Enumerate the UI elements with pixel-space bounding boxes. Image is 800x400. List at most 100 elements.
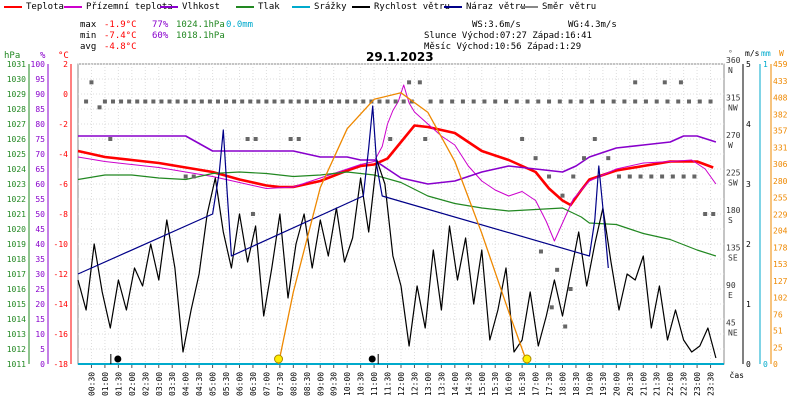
wind-direction-point: [697, 99, 702, 104]
wind-tick-label: 5: [746, 60, 751, 69]
wind-direction-point: [557, 99, 562, 104]
wind-direction-point: [676, 99, 681, 104]
wind-direction-point: [388, 137, 393, 141]
x-tick-label: 09:30: [330, 372, 339, 396]
moonset-marker: [114, 355, 122, 363]
humidity-tick-label: 80: [35, 120, 45, 129]
pressure-tick-label: 1030: [7, 75, 26, 84]
temperature-tick-label: -10: [54, 240, 69, 249]
pressure-tick-label: 1023: [7, 180, 26, 189]
x-tick-label: 10:00: [343, 372, 352, 396]
legend-label: Tlak: [258, 2, 280, 12]
wind-direction-point: [568, 287, 573, 291]
wind-direction-point: [353, 99, 358, 104]
wind-direction-point: [617, 174, 622, 179]
right-axes: ° m/s mm W360N315NW270W225SW180S135SE90E45N…: [726, 49, 788, 369]
pressure-tick-label: 1017: [7, 270, 26, 279]
wind-direction-point: [215, 99, 220, 104]
pressure-tick-label: 1026: [7, 135, 26, 144]
legend-label: Přízemní teplota: [86, 2, 173, 12]
solar-tick-label: 76: [773, 310, 783, 319]
direction-tick-name: W: [728, 141, 733, 150]
wind-direction-point: [460, 99, 465, 104]
wind-direction-point: [256, 99, 261, 104]
x-tick-label: 12:30: [410, 372, 419, 396]
wind-direction-point: [224, 99, 229, 104]
x-tick-label: 08:30: [303, 372, 312, 396]
direction-tick-name: E: [728, 291, 733, 300]
humidity-tick-label: 10: [35, 330, 45, 339]
x-tick-label: 23:30: [707, 372, 716, 396]
stat-max-press: 1024.1hPa: [176, 20, 225, 30]
wind-direction-point: [296, 99, 301, 104]
humidity-tick-label: 65: [35, 165, 45, 174]
legend-item: Náraz větru: [444, 1, 526, 13]
x-axis-label: čas: [730, 370, 745, 380]
x-tick-label: 23:00: [693, 372, 702, 396]
x-tick-label: 10:30: [357, 372, 366, 396]
wind-direction-point: [568, 99, 573, 104]
wind-direction-point: [245, 137, 250, 141]
pressure-tick-label: 1016: [7, 285, 26, 294]
wind-direction-point: [207, 99, 212, 104]
wind-direction-point: [503, 99, 508, 104]
direction-tick-label: 45: [726, 319, 736, 328]
sunset-marker: [522, 354, 532, 364]
humidity-tick-label: 85: [35, 105, 45, 114]
wind-direction-point: [288, 137, 293, 141]
pressure-tick-label: 1031: [7, 60, 26, 69]
wind-direction-point: [175, 99, 180, 104]
moonrise-marker: [368, 355, 376, 363]
x-tick-label: 18:00: [559, 372, 568, 396]
stat-min-hum: 60%: [152, 31, 169, 41]
wind-direction-point: [611, 99, 616, 104]
direction-tick-label: 135: [726, 244, 741, 253]
solar-tick-label: 357: [773, 127, 788, 136]
wind-direction-point: [127, 99, 132, 104]
solar-tick-label: 153: [773, 260, 788, 269]
x-tick-label: 15:30: [491, 372, 500, 396]
x-tick-label: 22:00: [666, 372, 675, 396]
humidity-tick-label: 20: [35, 300, 45, 309]
humidity-line: [78, 135, 717, 185]
x-tick-label: 21:00: [639, 372, 648, 396]
wind-direction-point: [708, 99, 713, 104]
humidity-tick-label: 70: [35, 150, 45, 159]
wind-direction-point: [159, 99, 164, 104]
wind-direction-point: [560, 193, 565, 198]
direction-tick-label: 225: [726, 169, 741, 178]
solar-tick-label: 102: [773, 293, 788, 302]
wind-direction-point: [385, 99, 390, 104]
solar-tick-label: 178: [773, 244, 788, 253]
wind-direction-point: [439, 99, 444, 104]
humidity-tick-label: 90: [35, 90, 45, 99]
humidity-tick-label: 95: [35, 75, 45, 84]
pressure-tick-label: 1012: [7, 345, 26, 354]
wind-direction-point: [549, 305, 554, 310]
wind-tick-label: 3: [746, 180, 751, 189]
pressure-tick-label: 1022: [7, 195, 26, 204]
stat-min-press: 1018.1hPa: [176, 31, 225, 41]
x-tick-label: 16:30: [518, 372, 527, 396]
chart-markers: [110, 354, 532, 364]
wind-direction-point: [250, 212, 255, 216]
pressure-tick-label: 1028: [7, 105, 26, 114]
wind-direction-point: [633, 80, 638, 85]
legend-swatch: [64, 5, 82, 8]
solar-tick-label: 408: [773, 93, 788, 102]
x-tick-label: 09:00: [316, 372, 325, 396]
x-tick-label: 13:30: [437, 372, 446, 396]
ground-temperature-line: [77, 84, 717, 242]
direction-tick-name: NE: [728, 329, 738, 338]
x-tick-label: 19:30: [599, 372, 608, 396]
legend-item: Vlhkost: [160, 1, 220, 13]
wind-direction-point: [633, 99, 638, 104]
wind-direction-point: [590, 99, 595, 104]
legend-item: Směr větru: [520, 1, 596, 13]
x-tick-label: 18:30: [572, 372, 581, 396]
solar-tick-label: 127: [773, 277, 788, 286]
x-tick-label: 04:00: [182, 372, 191, 396]
wind-direction-point: [240, 99, 245, 104]
wind-direction-point: [622, 99, 627, 104]
solar-tick-label: 0: [773, 360, 778, 369]
